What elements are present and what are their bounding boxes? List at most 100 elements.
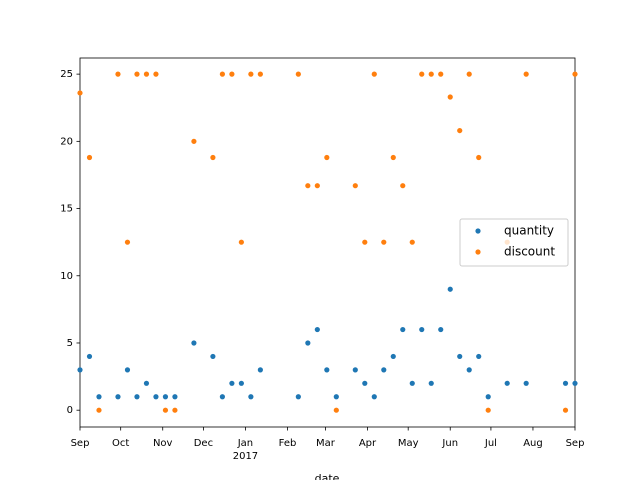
point (457, 353, 463, 360)
x-tick-label: Jan 2017 (233, 438, 258, 462)
point (371, 394, 377, 400)
point (447, 94, 453, 100)
x-tick-label: Sep (566, 438, 585, 449)
point (153, 71, 159, 77)
x-tick-label: Apr (359, 438, 377, 449)
y-tick-label: 25 (60, 69, 73, 80)
point (381, 367, 387, 373)
point (409, 380, 415, 386)
x-tick-label: Nov (153, 438, 173, 449)
legend-label: quantity (504, 224, 554, 238)
point (314, 183, 320, 189)
point (77, 367, 83, 373)
x-axis-label: date (315, 472, 340, 480)
legend-marker (475, 228, 481, 234)
point (153, 394, 159, 400)
point (77, 90, 83, 96)
point (134, 394, 140, 400)
legend-marker (475, 249, 481, 255)
point (124, 367, 131, 373)
point (96, 407, 102, 413)
x-tick-label: Aug (523, 438, 543, 449)
point (219, 71, 225, 77)
point (466, 367, 472, 373)
point (400, 326, 406, 333)
point (143, 380, 150, 386)
point (257, 367, 263, 373)
point (257, 71, 263, 77)
point (523, 71, 529, 77)
point (390, 154, 396, 161)
point (172, 407, 178, 413)
point (400, 183, 406, 189)
point (476, 154, 482, 161)
point (210, 353, 216, 360)
point (428, 71, 434, 77)
point (134, 71, 140, 77)
point (115, 71, 121, 77)
point (86, 353, 93, 360)
point (143, 71, 150, 77)
point (295, 71, 301, 77)
point (248, 71, 254, 77)
point (428, 380, 434, 386)
x-tick-label: Feb (279, 438, 297, 449)
point (390, 353, 396, 360)
point (572, 380, 578, 386)
point (248, 394, 254, 400)
y-tick-label: 5 (67, 338, 73, 349)
point (419, 326, 425, 333)
x-tick-label: Oct (112, 438, 129, 449)
x-tick-label: Jun (441, 438, 458, 449)
y-tick-label: 20 (60, 136, 73, 147)
point (562, 407, 569, 413)
point (352, 367, 358, 373)
point (381, 239, 387, 245)
legend-box (459, 218, 569, 267)
point (191, 340, 197, 346)
point (447, 286, 453, 292)
point (238, 239, 244, 245)
point (162, 407, 169, 413)
point (466, 71, 472, 77)
point (523, 380, 529, 386)
point (362, 380, 368, 386)
point (219, 394, 225, 400)
point (504, 380, 510, 386)
point (485, 407, 491, 413)
point (476, 353, 482, 360)
point (86, 154, 93, 161)
x-tick-label: Sep (71, 438, 90, 449)
point (229, 380, 235, 386)
point (124, 239, 131, 245)
point (162, 394, 169, 400)
point (362, 239, 368, 245)
point (314, 326, 320, 333)
x-tick-label: Dec (194, 438, 213, 449)
point (457, 127, 463, 134)
point (562, 380, 569, 386)
point (324, 367, 330, 373)
point (295, 394, 301, 400)
point (409, 239, 415, 245)
y-tick-label: 0 (67, 405, 73, 416)
point (333, 407, 339, 413)
x-tick-label: Jul (484, 438, 497, 449)
point (305, 340, 311, 346)
point (191, 138, 197, 144)
point (238, 380, 244, 386)
point (324, 154, 330, 161)
y-tick-label: 15 (60, 204, 73, 215)
legend-label: discount (504, 245, 555, 259)
plot-frame (79, 57, 576, 428)
point (438, 326, 444, 333)
point (419, 71, 425, 77)
point (333, 394, 339, 400)
point (229, 71, 235, 77)
y-tick-label: 10 (60, 271, 73, 282)
point (485, 394, 491, 400)
point (371, 71, 377, 77)
point (438, 71, 444, 77)
point (115, 394, 121, 400)
